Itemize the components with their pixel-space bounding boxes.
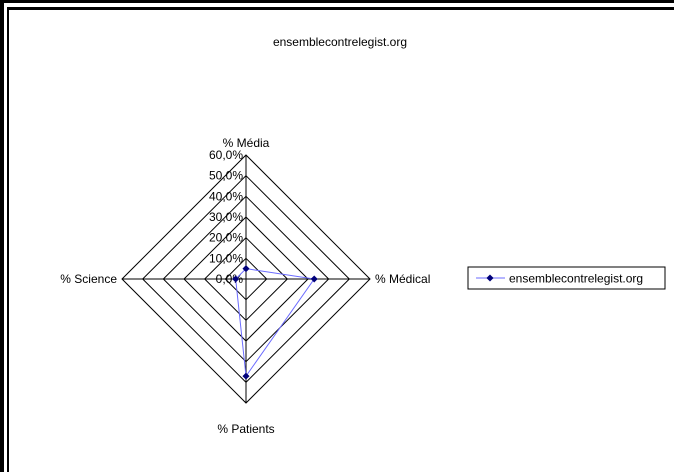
chart-frame-inner — [7, 7, 674, 472]
legend-label: ensemblecontrelegist.org — [509, 272, 643, 286]
tick-label: 60,0% — [209, 148, 243, 162]
radar-tick-labels: 0,0%10,0%20,0%30,0%40,0%50,0%60,0% — [209, 148, 243, 286]
series-point — [310, 275, 318, 283]
tick-label: 40,0% — [209, 189, 243, 203]
tick-label: 10,0% — [209, 251, 243, 265]
radar-series — [232, 265, 318, 380]
legend: ensemblecontrelegist.org — [467, 266, 666, 290]
series-point — [232, 275, 240, 283]
legend-marker — [486, 274, 494, 282]
radar-spokes — [122, 155, 370, 403]
radar-axis-labels: % Média % Médical % Patients % Science — [60, 136, 430, 436]
series-point — [242, 372, 250, 380]
chart-title: ensemblecontrelegist.org — [273, 35, 407, 49]
tick-label: 50,0% — [209, 169, 243, 183]
axis-label: % Média — [223, 136, 270, 150]
tick-label: 20,0% — [209, 231, 243, 245]
axis-label: % Science — [60, 272, 117, 286]
tick-label: 30,0% — [209, 210, 243, 224]
series-point — [242, 265, 250, 273]
axis-label: % Patients — [217, 422, 274, 436]
legend-box — [467, 266, 666, 290]
axis-label: % Médical — [375, 272, 430, 286]
